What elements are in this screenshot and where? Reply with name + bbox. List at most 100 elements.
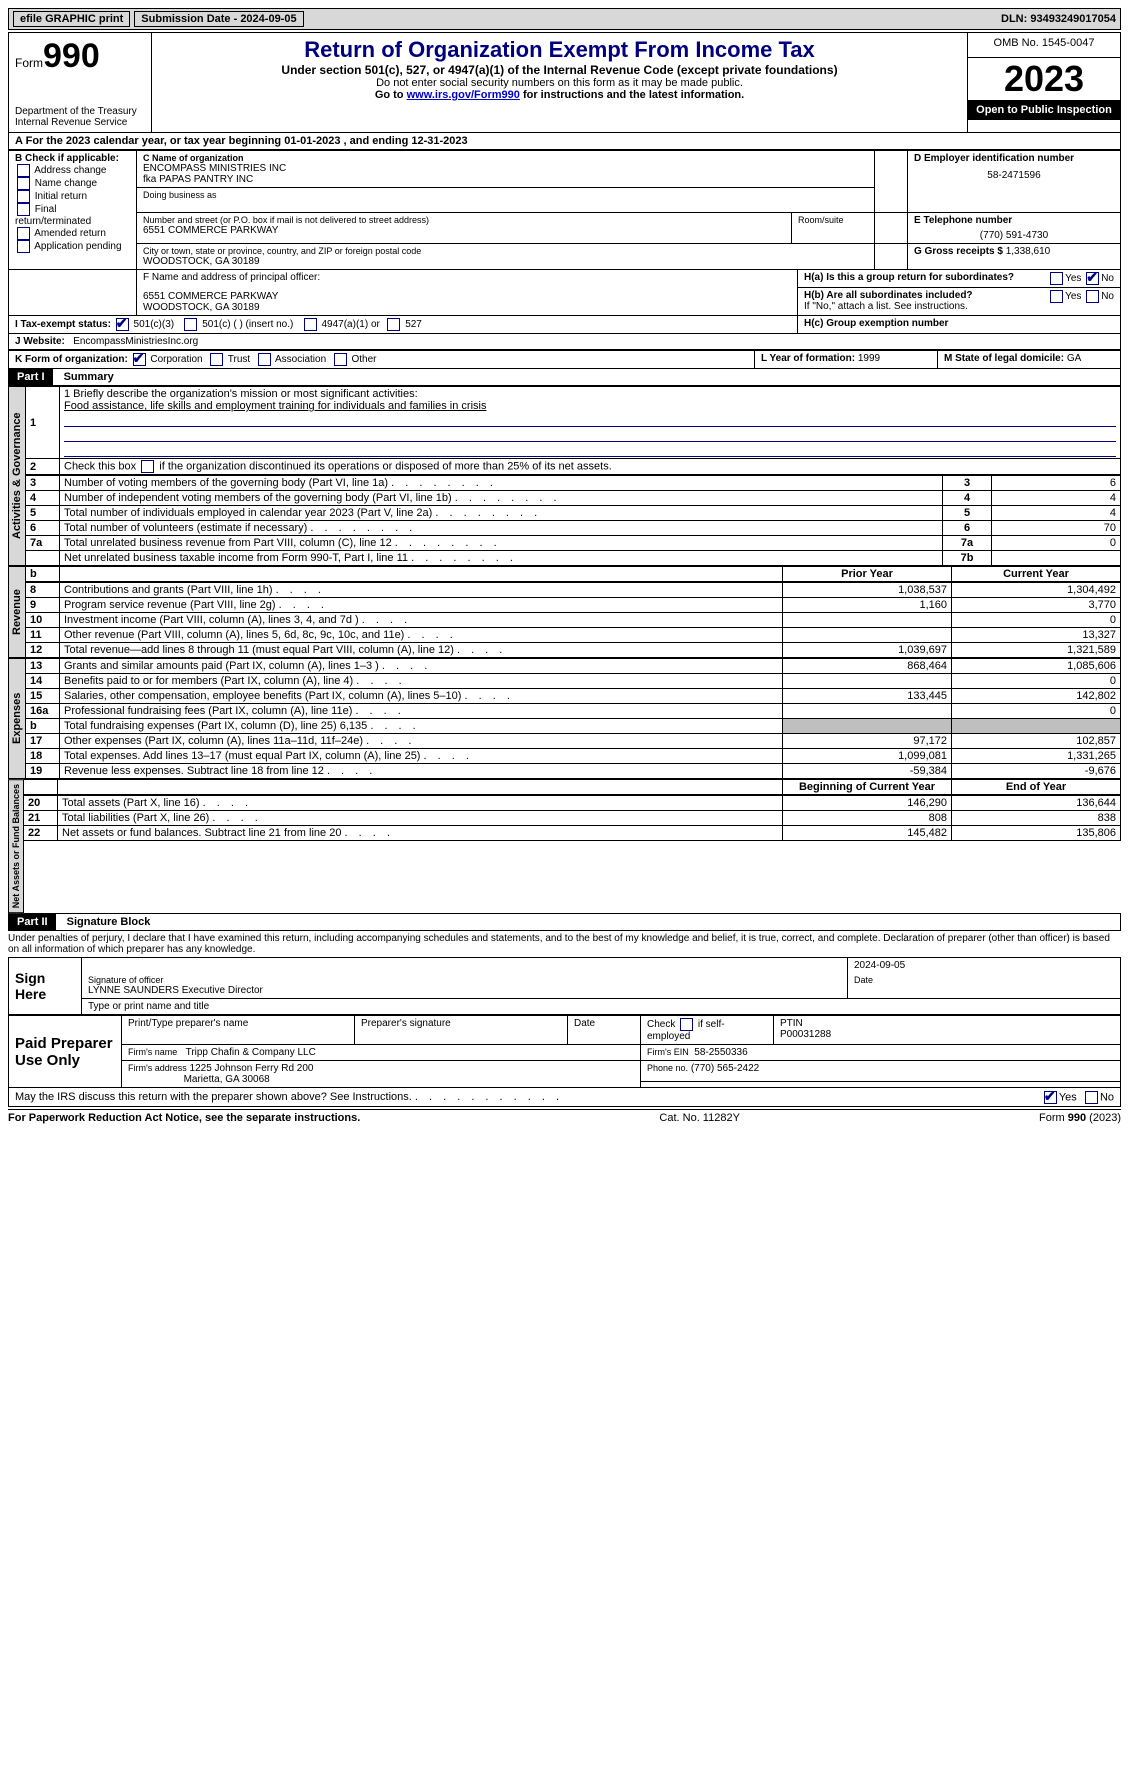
officer-section: F Name and address of principal officer:… [8,270,1121,350]
form-note1: Do not enter social security numbers on … [158,77,961,89]
k-assoc-checkbox[interactable] [258,353,271,366]
side-label-ag: Activities & Governance [8,386,26,566]
box-b-label: B Check if applicable: [15,153,130,164]
hb-no-checkbox[interactable] [1086,290,1099,303]
hc-label: H(c) Group exemption number [804,318,948,329]
box-b-checkbox[interactable] [17,227,30,240]
part1-title: Summary [56,371,114,383]
form-note2: Go to www.irs.gov/Form990 for instructio… [158,89,961,101]
box-m-label: M State of legal domicile: [944,353,1064,364]
officer-addr1: 6551 COMMERCE PARKWAY [143,291,791,302]
ha-label: H(a) Is this a group return for subordin… [804,272,1014,283]
col-prior: Prior Year [783,567,952,582]
side-label-na: Net Assets or Fund Balances [8,779,24,913]
ha-no-checkbox[interactable] [1086,272,1099,285]
box-e-label: E Telephone number [914,215,1114,226]
firm-addr1: 1225 Johnson Ferry Rd 200 [190,1063,314,1074]
firm-name: Tripp Chafin & Company LLC [186,1047,316,1058]
hb-yes-checkbox[interactable] [1050,290,1063,303]
state-domicile: GA [1067,353,1081,364]
discuss-question: May the IRS discuss this return with the… [15,1091,412,1103]
box-i-label: I Tax-exempt status: [15,319,111,330]
dba-label: Doing business as [143,190,868,200]
prep-date-label: Date [568,1016,641,1045]
part2-header: Part II [9,914,56,930]
box-b-checkbox[interactable] [17,177,30,190]
identity-section: B Check if applicable: Address change Na… [8,150,1121,270]
page-footer: For Paperwork Reduction Act Notice, see … [8,1109,1121,1124]
i-501c3-checkbox[interactable] [116,318,129,331]
open-inspection: Open to Public Inspection [968,100,1120,120]
firm-ein: 58-2550336 [694,1047,747,1058]
sig-date-label: Date [854,975,1114,985]
q2-checkbox[interactable] [141,460,154,473]
i-4947-checkbox[interactable] [304,318,317,331]
box-b-checkbox[interactable] [17,164,30,177]
org-address: 6551 COMMERCE PARKWAY [143,225,785,236]
signature-block: Sign Here 2024-09-05 Signature of office… [8,957,1121,1015]
box-g-label: G Gross receipts $ [914,246,1003,257]
box-l-label: L Year of formation: [761,353,855,364]
prep-self-emp: Check if self-employed [641,1016,774,1045]
k-corp-checkbox[interactable] [133,353,146,366]
prep-sig-label: Preparer's signature [355,1016,568,1045]
phone-value: (770) 591-4730 [914,226,1114,241]
i-501c-checkbox[interactable] [184,318,197,331]
discuss-no-checkbox[interactable] [1085,1091,1098,1104]
q2-text: Check this box if the organization disco… [60,459,1121,475]
prep-name-label: Print/Type preparer's name [122,1016,355,1045]
part1-header: Part I [9,369,53,385]
firm-ein-label: Firm's EIN [647,1047,689,1057]
ein-value: 58-2471596 [914,164,1114,181]
ptin-value: P00031288 [780,1029,831,1040]
irs-link[interactable]: www.irs.gov/Form990 [407,89,520,101]
form-label: Form [15,56,43,70]
sig-officer-name: LYNNE SAUNDERS Executive Director [88,985,841,996]
form-number: 990 [43,37,100,75]
box-c-name-label: C Name of organization [143,153,868,163]
paid-preparer-block: Paid Preparer Use Only Print/Type prepar… [8,1015,1121,1088]
box-b-checkbox[interactable] [17,240,30,253]
form-header: Form990 Department of the Treasury Inter… [8,32,1121,133]
line-a-tax-period: A For the 2023 calendar year, or tax yea… [8,133,1121,150]
form-subtitle: Under section 501(c), 527, or 4947(a)(1)… [158,63,961,77]
efile-button[interactable]: efile GRAPHIC print [13,11,130,27]
i-527-checkbox[interactable] [387,318,400,331]
sig-date: 2024-09-05 [848,958,1121,974]
col-begin: Beginning of Current Year [783,780,952,795]
box-j-label: J Website: [15,336,65,347]
part2-title: Signature Block [59,916,151,928]
form-title: Return of Organization Exempt From Incom… [158,37,961,63]
org-city: WOODSTOCK, GA 30189 [143,256,868,267]
ha-yes-checkbox[interactable] [1050,272,1063,285]
sig-officer-label: Signature of officer [88,975,841,985]
website-value: EncompassMinistriesInc.org [73,336,198,347]
year-formation: 1999 [858,353,880,364]
firm-phone-label: Phone no. [647,1063,688,1073]
k-trust-checkbox[interactable] [210,353,223,366]
footer-left: For Paperwork Reduction Act Notice, see … [8,1112,360,1124]
org-fka: fka PAPAS PANTRY INC [143,174,868,185]
discuss-yes-checkbox[interactable] [1044,1091,1057,1104]
box-b-checkbox[interactable] [17,190,30,203]
k-other-checkbox[interactable] [334,353,347,366]
addr-label: Number and street (or P.O. box if mail i… [143,215,785,225]
col-end: End of Year [952,780,1121,795]
officer-addr2: WOODSTOCK, GA 30189 [143,302,791,313]
city-label: City or town, state or province, country… [143,246,868,256]
self-employed-checkbox[interactable] [680,1018,693,1031]
box-b-checkbox[interactable] [17,203,30,216]
box-k-label: K Form of organization: [15,354,128,365]
footer-mid: Cat. No. 11282Y [659,1112,740,1124]
dln: DLN: 93493249017054 [1001,13,1116,25]
submission-date: Submission Date - 2024-09-05 [134,11,303,27]
org-name: ENCOMPASS MINISTRIES INC [143,163,868,174]
gross-receipts: 1,338,610 [1006,246,1051,257]
q1-mission: Food assistance, life skills and employm… [64,400,486,412]
ptin-label: PTIN [780,1018,803,1029]
footer-right: Form 990 (2023) [1039,1112,1121,1124]
room-label: Room/suite [798,215,868,225]
hb-label: H(b) Are all subordinates included? [804,290,973,301]
perjury-declaration: Under penalties of perjury, I declare th… [8,931,1121,957]
firm-addr2: Marietta, GA 30068 [184,1074,270,1085]
